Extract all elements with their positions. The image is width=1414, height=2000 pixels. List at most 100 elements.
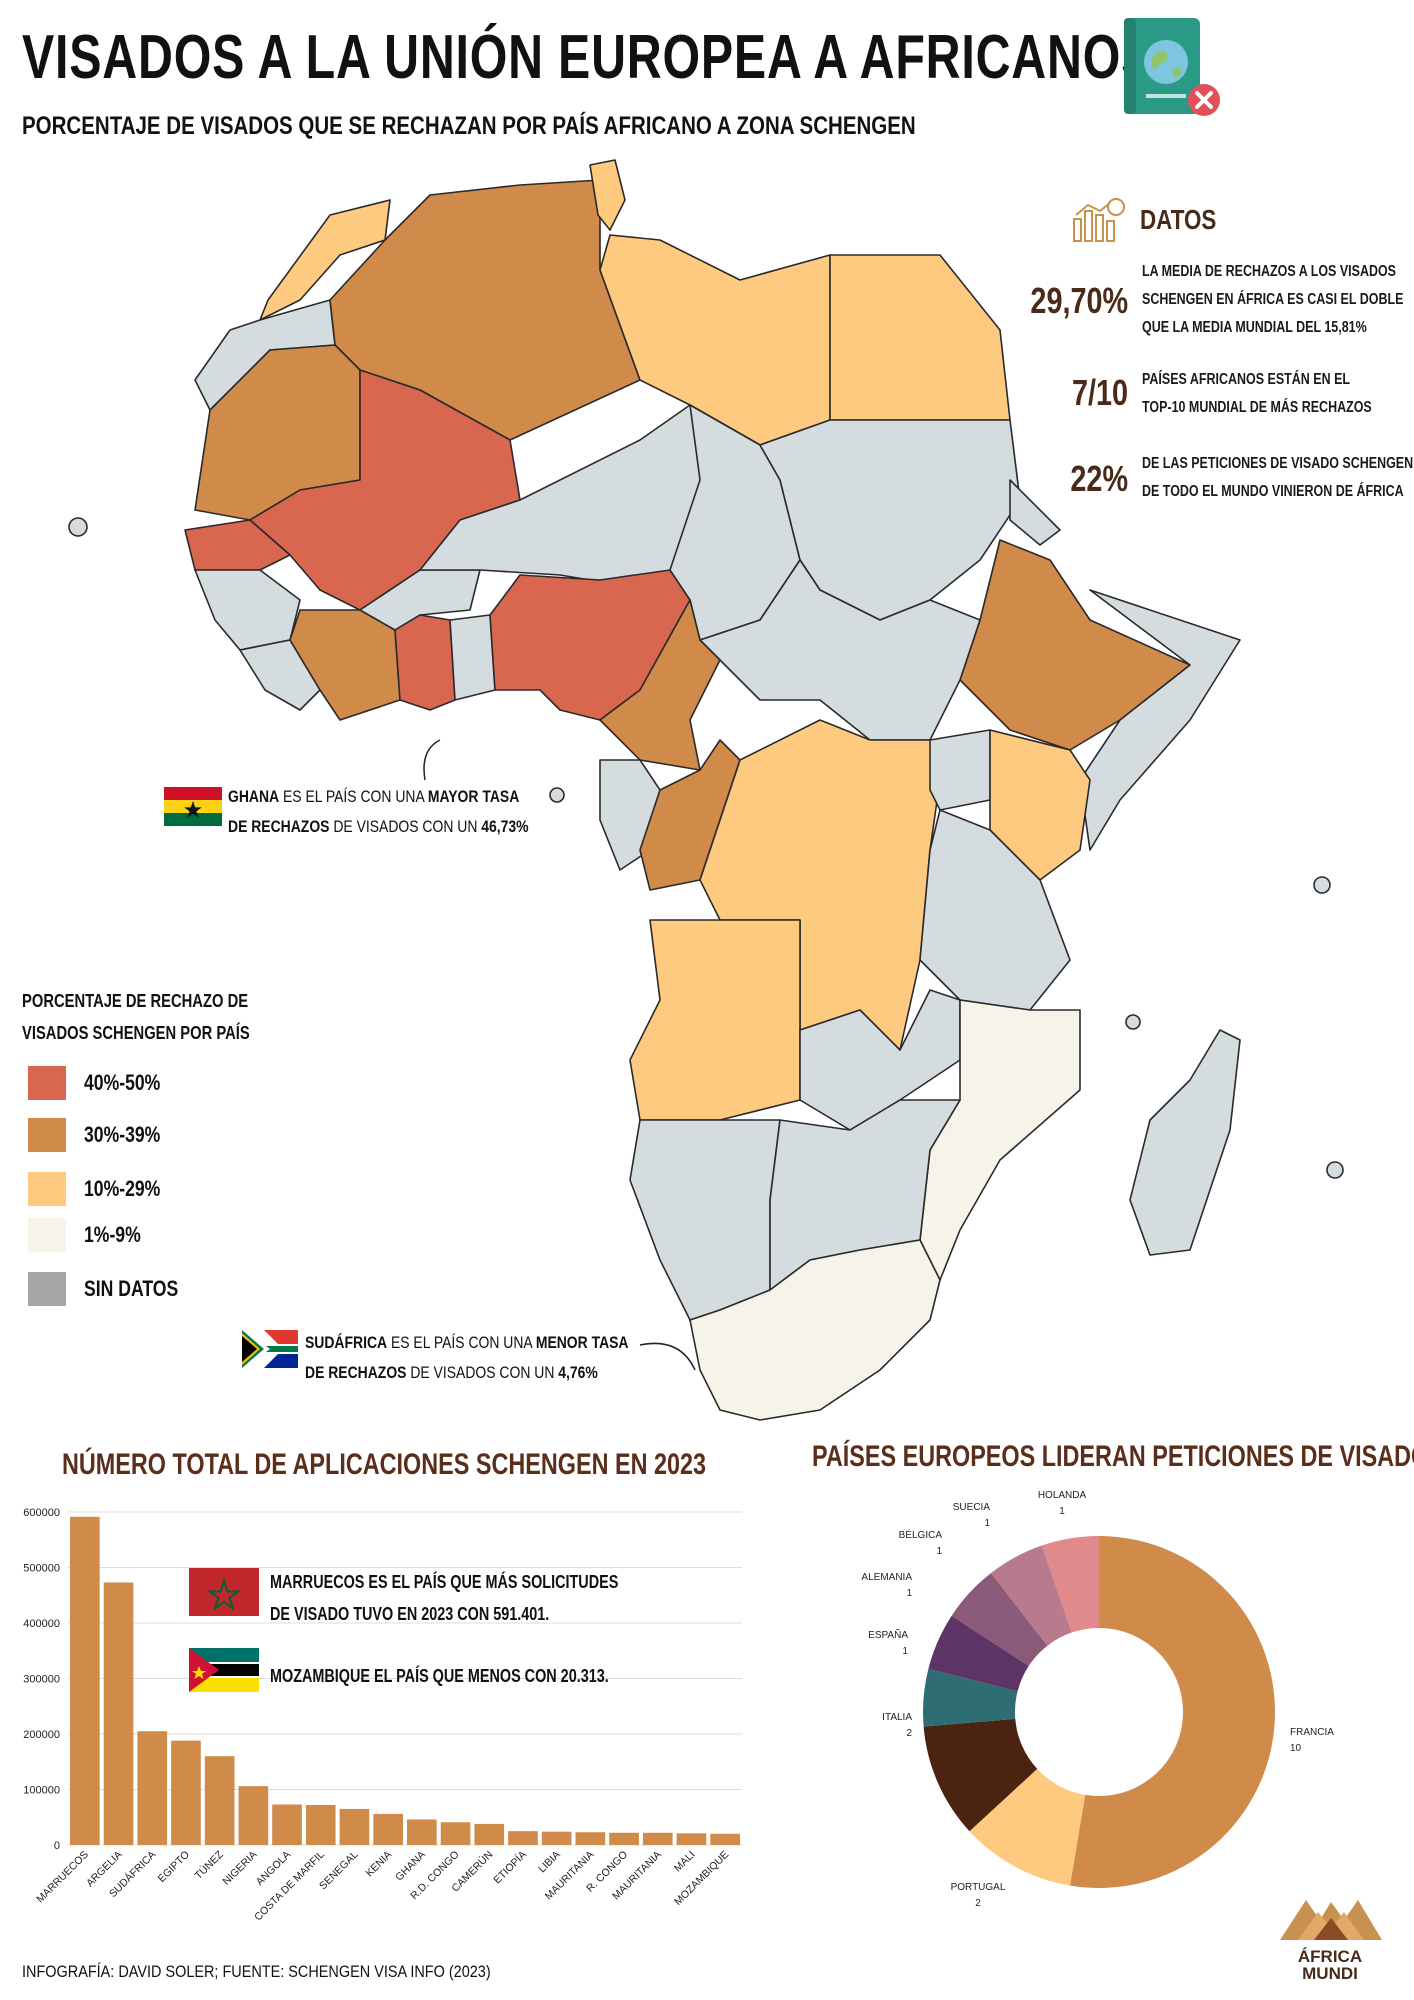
bar: [508, 1831, 538, 1845]
bar: [642, 1832, 673, 1845]
slice-label: HOLANDA: [1038, 1490, 1087, 1501]
donut-slice: [990, 1545, 1072, 1646]
africa-mundi-logo-icon: [1280, 1900, 1382, 1940]
y-tick-label: 500000: [23, 1563, 60, 1575]
bar: [609, 1832, 639, 1845]
slice-value: 2: [906, 1728, 912, 1739]
bar: [407, 1819, 437, 1845]
map-country-western-sahara: [194, 299, 336, 411]
y-tick-label: 0: [54, 1840, 60, 1852]
map-country-gabon: [599, 759, 661, 871]
map-country-uganda: [929, 729, 991, 811]
map-country-ivory-coast: [289, 609, 401, 721]
fact-line: LA MEDIA DE RECHAZOS A LOS VISADOS: [1142, 263, 1397, 280]
map-country-chad: [669, 404, 801, 641]
slice-value: 1: [1059, 1506, 1065, 1517]
bar-note-mozambique: MOZAMBIQUE EL PAÍS QUE MENOS CON 20.313.: [270, 1666, 609, 1686]
map-country-tanzania: [919, 809, 1071, 1011]
legend-item: 1%-9%: [28, 1218, 155, 1252]
map-country-somalia: [1079, 589, 1241, 851]
map-country-mauritania: [194, 344, 361, 521]
slice-value: 1: [984, 1518, 990, 1529]
fact-line: DE LAS PETICIONES DE VISADO SCHENGEN: [1142, 455, 1414, 472]
bar: [204, 1756, 235, 1845]
bar: [541, 1831, 572, 1845]
map-country-mali: [249, 369, 521, 611]
x-tick-label: NIGERIA: [220, 1849, 259, 1888]
bar: [373, 1813, 403, 1845]
map-country-cameroon: [599, 599, 721, 771]
map-country-madagascar: [1129, 1029, 1241, 1256]
x-tick-label: MARRUECOS: [34, 1849, 91, 1906]
slice-label: PORTUGAL: [951, 1882, 1006, 1893]
map-country-burkina: [359, 569, 481, 631]
footer-credits: INFOGRAFÍA: DAVID SOLER; FUENTE: SCHENGE…: [22, 1962, 491, 1981]
slice-label: SUECIA: [953, 1502, 991, 1513]
slice-value: 10: [1290, 1743, 1302, 1754]
legend-item: 40%-50%: [28, 1066, 179, 1100]
morocco-flag-icon: [189, 1568, 259, 1616]
fact-number: 22%: [1070, 458, 1128, 499]
slice-label: ITALIA: [882, 1712, 912, 1723]
slice-value: 1: [936, 1546, 942, 1557]
slice-value: 1: [902, 1646, 908, 1657]
y-tick-label: 100000: [23, 1785, 60, 1797]
bar: [238, 1786, 269, 1845]
legend-swatch: [28, 1172, 66, 1206]
fact-line: DE TODO EL MUNDO VINIERON DE ÁFRICA: [1142, 483, 1404, 500]
x-tick-label: LIBIA: [536, 1849, 563, 1876]
map-country-r-congo: [639, 739, 741, 891]
fact-number: 7/10: [1071, 372, 1128, 413]
legend-swatch: [28, 1066, 66, 1100]
fact-line: SCHENGEN EN ÁFRICA ES CASI EL DOBLE: [1142, 291, 1404, 308]
legend-item: 30%-39%: [28, 1118, 179, 1152]
mozambique-flag-icon: [189, 1648, 259, 1692]
map-country-kenya: [989, 729, 1091, 881]
datos-title: DATOS: [1140, 204, 1217, 235]
fact-line: TOP-10 MUNDIAL DE MÁS RECHAZOS: [1142, 399, 1372, 416]
legend-swatch: [28, 1118, 66, 1152]
bar-note-morocco: MARRUECOS ES EL PAÍS QUE MÁS SOLICITUDES…: [270, 1572, 619, 1624]
fact-line: PAÍSES AFRICANOS ESTÁN EN EL: [1142, 371, 1351, 388]
map-country-libya: [599, 234, 831, 446]
map-country-benin: [449, 614, 496, 701]
x-tick-label: KENIA: [364, 1849, 395, 1880]
bar: [137, 1731, 168, 1845]
map-country-namibia: [629, 1119, 781, 1321]
slice-value: 2: [975, 1898, 981, 1909]
ghana-flag-icon: [164, 787, 222, 826]
slice-label: BÉLGICA: [899, 1528, 943, 1541]
y-tick-label: 600000: [23, 1507, 60, 1519]
map-country-niger: [419, 404, 761, 586]
passport-icon: [1124, 18, 1220, 116]
datos-chart-icon: [1073, 198, 1125, 242]
donut-chart: FRANCIA 10 PORTUGAL 2 ITALIA 2 ESPAÑA 1 ALEMANIA…: [861, 1490, 1334, 1909]
bar: [676, 1833, 707, 1845]
south-africa-flag-icon: [242, 1330, 298, 1368]
map-country-south-sudan: [699, 559, 981, 741]
bar: [70, 1516, 100, 1845]
bar: [305, 1805, 336, 1845]
legend-item: SIN DATOS: [28, 1272, 202, 1306]
x-tick-label: EGIPTO: [156, 1849, 192, 1885]
map-country-nigeria: [489, 569, 691, 721]
ghana-callout: GHANA ES EL PAÍS CON UNA MAYOR TASA DE R…: [228, 787, 529, 836]
donut-slice: [969, 1768, 1086, 1886]
y-tick-label: 300000: [23, 1674, 60, 1686]
bar-chart: 0 100000 200000 300000 400000 500000 600000 MAR…: [23, 1507, 742, 1923]
legend-swatch: [28, 1272, 66, 1306]
bar: [339, 1808, 370, 1845]
donut-slice: [928, 1615, 1029, 1692]
bar: [575, 1832, 606, 1845]
page-subtitle: PORCENTAJE DE VISADOS QUE SE RECHAZAN PO…: [22, 112, 916, 140]
y-tick-label: 200000: [23, 1729, 60, 1741]
map-country-ethiopia: [959, 539, 1191, 751]
donut-slice: [1070, 1536, 1275, 1888]
bar: [440, 1822, 471, 1845]
map-country-mozambique: [919, 999, 1081, 1281]
donut-chart-title: PAÍSES EUROPEOS LIDERAN PETICIONES DE VI…: [812, 1440, 1414, 1473]
map-country-botswana: [769, 1099, 961, 1291]
fact-number: 29,70%: [1030, 280, 1128, 321]
bar: [710, 1833, 740, 1845]
slice-label: ALEMANIA: [861, 1572, 912, 1583]
